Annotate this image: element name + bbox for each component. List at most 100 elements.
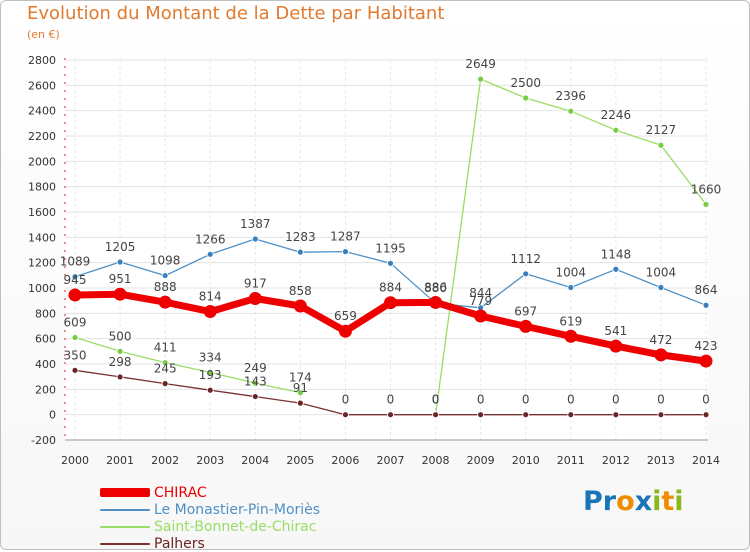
data-label: 1004	[556, 265, 587, 279]
data-point	[116, 373, 124, 381]
legend-swatch	[100, 488, 150, 497]
data-point	[206, 250, 214, 258]
data-point	[251, 235, 259, 243]
legend-swatch	[100, 508, 150, 511]
data-label: 0	[342, 393, 350, 407]
x-tick-label: 2005	[286, 454, 314, 467]
y-tick-label: 1600	[28, 206, 56, 219]
data-point	[387, 411, 394, 419]
data-point	[477, 411, 485, 419]
data-point	[296, 248, 304, 256]
data-point	[519, 319, 533, 333]
data-label: 1089	[60, 255, 91, 269]
data-point	[522, 411, 530, 419]
data-label: 659	[334, 309, 357, 323]
data-point	[657, 284, 665, 291]
data-point	[116, 347, 124, 355]
legend-item: Le Monastier-Pin-Moriès	[100, 501, 320, 518]
data-label: 1205	[105, 240, 136, 254]
data-point	[296, 389, 304, 397]
data-point	[522, 94, 530, 102]
data-point	[251, 393, 259, 400]
data-label: 886	[424, 280, 447, 294]
data-label: 858	[289, 284, 312, 298]
chart-title: Evolution du Montant de la Dette par Hab…	[27, 3, 445, 24]
data-label: 423	[695, 339, 718, 353]
data-label: 1283	[285, 230, 316, 244]
data-point	[71, 366, 79, 374]
data-point	[564, 329, 578, 343]
data-label: 174	[289, 371, 312, 385]
logo-letter: i	[674, 486, 684, 517]
data-point	[657, 411, 665, 419]
x-tick-label: 2014	[692, 454, 720, 467]
data-point	[609, 339, 623, 353]
logo-letter: i	[652, 486, 662, 517]
data-point	[387, 259, 394, 267]
data-point	[567, 107, 575, 115]
logo-letter: r	[602, 486, 617, 517]
data-label: 2127	[646, 123, 677, 137]
data-label: 0	[612, 393, 620, 407]
data-label: 1266	[195, 232, 226, 246]
y-tick-label: 800	[35, 307, 56, 320]
data-point	[699, 354, 713, 368]
data-point	[251, 379, 259, 387]
data-label: 500	[109, 329, 132, 343]
data-label: 844	[469, 286, 492, 300]
data-point	[429, 295, 443, 309]
chart-legend: CHIRAC Le Monastier-Pin-Moriès Saint-Bonne…	[100, 484, 320, 552]
data-point	[161, 380, 169, 388]
y-tick-label: 200	[35, 383, 56, 396]
x-tick-label: 2004	[241, 454, 269, 467]
data-label: 697	[514, 304, 537, 318]
data-label: 609	[64, 316, 87, 330]
data-label: 1195	[375, 241, 406, 255]
legend-item: CHIRAC	[100, 484, 320, 501]
data-point	[612, 126, 620, 134]
data-point	[71, 334, 79, 341]
data-point	[477, 75, 485, 83]
data-label: 143	[244, 375, 267, 389]
data-label: 779	[469, 294, 492, 308]
unit-label: (en €)	[27, 28, 60, 41]
y-tick-label: 1200	[28, 257, 56, 270]
y-tick-label: 1800	[28, 181, 56, 194]
data-label: 0	[567, 393, 575, 407]
data-label: 619	[559, 314, 582, 328]
data-label: 0	[387, 393, 395, 407]
data-point	[116, 258, 124, 266]
x-tick-label: 2002	[151, 454, 179, 467]
data-point	[654, 348, 668, 362]
data-point	[432, 411, 439, 419]
data-point	[161, 359, 169, 367]
data-label: 888	[154, 280, 177, 294]
legend-item: Palhers	[100, 535, 320, 552]
x-tick-label: 2008	[422, 454, 450, 467]
data-point	[384, 296, 397, 310]
legend-label: CHIRAC	[154, 484, 207, 501]
x-tick-label: 2009	[467, 454, 495, 467]
data-point	[612, 265, 620, 273]
x-tick-label: 2011	[557, 454, 585, 467]
data-label: 472	[649, 333, 672, 347]
data-point	[293, 299, 307, 313]
data-point	[342, 248, 349, 256]
data-point	[657, 141, 665, 149]
y-tick-label: 2800	[28, 54, 56, 67]
y-tick-label: 600	[35, 333, 56, 346]
data-label: 1098	[150, 254, 181, 268]
data-label: 1004	[646, 265, 677, 279]
legend-label: Saint-Bonnet-de-Chirac	[154, 518, 317, 535]
proxiti-logo: Proxiti	[583, 486, 684, 517]
data-label: 951	[109, 272, 132, 286]
data-label: 1148	[601, 247, 632, 261]
data-label: 814	[199, 290, 222, 304]
data-label: 917	[244, 277, 267, 291]
data-point	[206, 368, 214, 376]
data-label: 541	[604, 324, 627, 338]
data-label: 0	[522, 393, 530, 407]
data-label: 1387	[240, 217, 271, 231]
data-label: 245	[154, 362, 177, 376]
